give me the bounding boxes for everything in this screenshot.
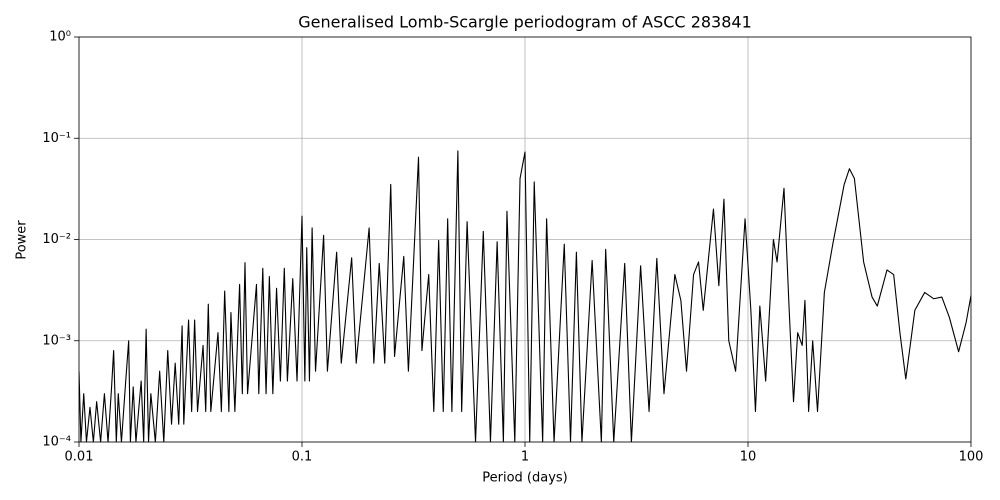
x-axis-label: Period (days)	[482, 471, 568, 486]
x-tick-label: 0.1	[292, 450, 313, 465]
x-tick-label: 100	[959, 450, 984, 465]
x-tick-label: 10	[740, 450, 757, 465]
chart-title: Generalised Lomb-Scargle periodogram of …	[298, 13, 752, 32]
axes: 0.01 0.1 1 10 100 10⁻⁴ 10⁻³ 10⁻² 10⁻¹ 10⁰	[42, 30, 983, 465]
x-tick-label: 1	[521, 450, 529, 465]
y-tick-label: 10⁻¹	[42, 131, 71, 146]
periodogram-line	[79, 150, 971, 442]
y-tick-label: 10⁻³	[42, 333, 71, 348]
y-tick-label: 10⁻⁴	[42, 435, 71, 450]
x-tick-label: 0.01	[65, 450, 94, 465]
plot-area	[79, 150, 971, 442]
y-tick-label: 10⁻²	[42, 232, 71, 247]
y-axis-label: Power	[15, 220, 30, 260]
y-tick-label: 10⁰	[49, 30, 71, 45]
